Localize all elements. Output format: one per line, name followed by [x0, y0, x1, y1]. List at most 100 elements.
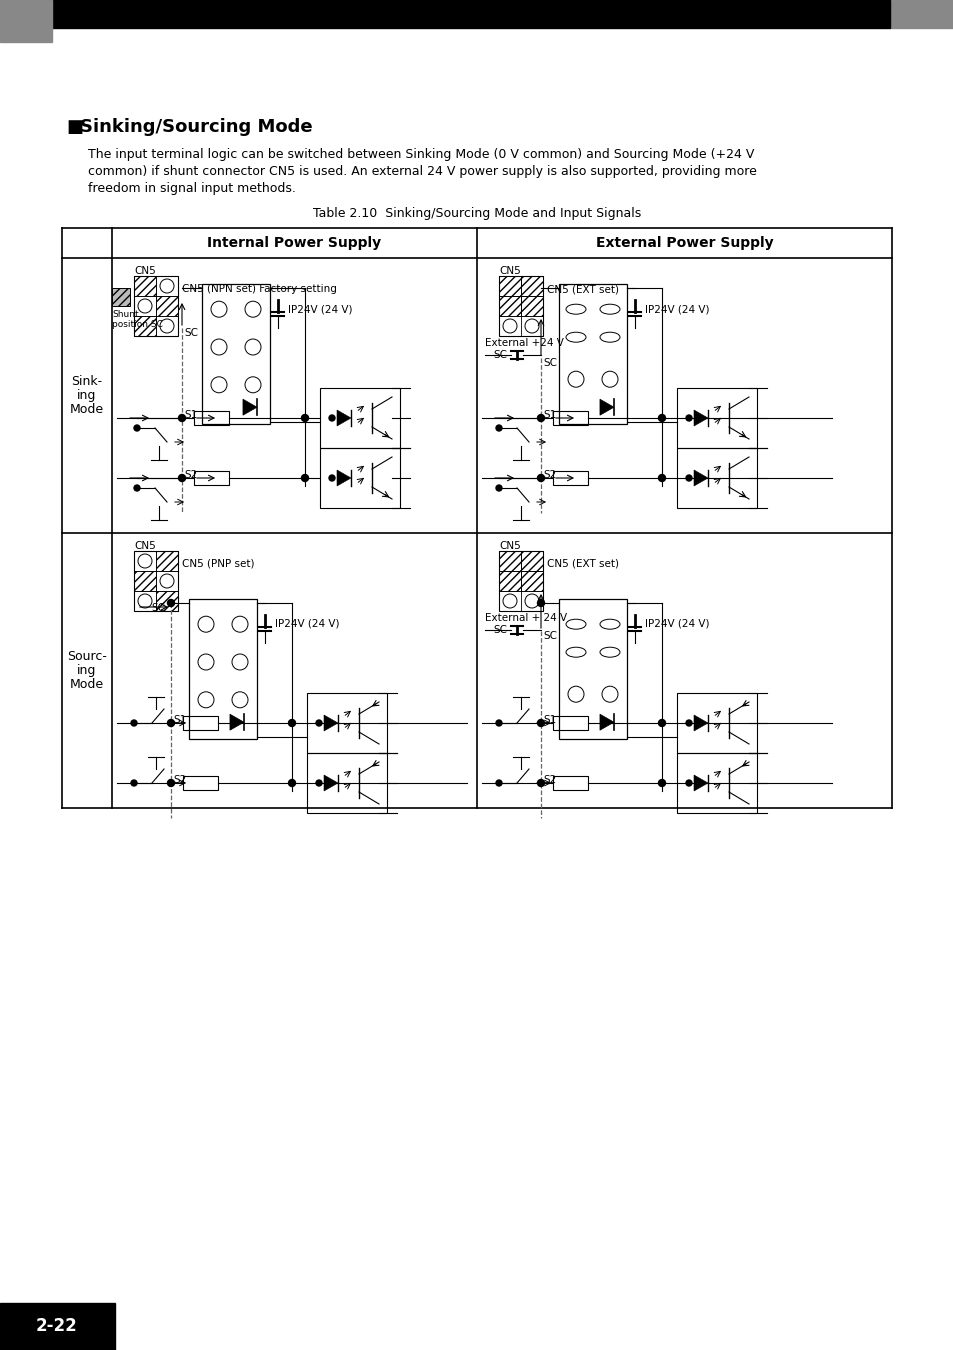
Text: Sinking/Sourcing Mode: Sinking/Sourcing Mode — [80, 117, 313, 136]
Text: Mode: Mode — [70, 404, 104, 416]
Text: Mode: Mode — [70, 678, 104, 691]
Text: S1: S1 — [542, 716, 556, 725]
Text: position SC: position SC — [112, 320, 163, 329]
Text: S1: S1 — [542, 410, 556, 420]
Text: IP24V (24 V): IP24V (24 V) — [274, 620, 339, 629]
Text: S2: S2 — [172, 775, 186, 784]
Bar — [319, 448, 399, 508]
Text: S2: S2 — [542, 775, 556, 784]
Circle shape — [168, 779, 174, 787]
Bar — [558, 599, 626, 738]
Circle shape — [537, 779, 544, 787]
Circle shape — [658, 414, 665, 421]
Bar — [156, 551, 178, 571]
Bar — [553, 776, 587, 790]
Text: External +24 V: External +24 V — [484, 338, 563, 348]
Text: ing: ing — [77, 664, 96, 676]
Circle shape — [658, 779, 665, 787]
Bar — [677, 753, 757, 813]
Text: ing: ing — [77, 389, 96, 402]
Bar — [498, 275, 542, 336]
Polygon shape — [693, 410, 707, 427]
Circle shape — [658, 720, 665, 726]
Bar — [0, 0, 52, 42]
Bar — [677, 693, 757, 753]
Circle shape — [133, 425, 140, 431]
Circle shape — [315, 720, 322, 726]
Polygon shape — [243, 400, 256, 416]
Circle shape — [496, 720, 501, 726]
Text: IP24V (24 V): IP24V (24 V) — [644, 620, 709, 629]
Text: External + 24 V: External + 24 V — [484, 613, 566, 622]
Text: SC: SC — [542, 358, 557, 369]
Text: CN5 (NPN set) Factory setting: CN5 (NPN set) Factory setting — [182, 284, 336, 294]
Text: SC: SC — [493, 350, 506, 360]
Bar — [520, 551, 542, 571]
Circle shape — [537, 414, 544, 421]
Circle shape — [168, 720, 174, 726]
Circle shape — [537, 474, 544, 482]
Text: S2: S2 — [184, 470, 197, 481]
Circle shape — [329, 475, 335, 481]
Text: SC: SC — [493, 625, 506, 634]
Text: SC: SC — [542, 630, 557, 641]
Polygon shape — [599, 714, 614, 730]
Bar — [520, 275, 542, 296]
Bar — [889, 0, 953, 28]
Circle shape — [496, 485, 501, 491]
Text: Sourc-: Sourc- — [67, 649, 107, 663]
Bar — [156, 296, 178, 316]
Bar — [498, 275, 520, 296]
Text: CN5: CN5 — [133, 266, 155, 275]
Bar — [307, 753, 387, 813]
Text: S1: S1 — [172, 716, 186, 725]
Bar — [520, 296, 542, 316]
Bar — [189, 599, 256, 738]
Circle shape — [496, 780, 501, 786]
Polygon shape — [693, 775, 707, 791]
Text: External Power Supply: External Power Supply — [595, 236, 773, 250]
Text: IP24V (24 V): IP24V (24 V) — [288, 304, 352, 315]
Bar — [498, 571, 520, 591]
Bar — [133, 551, 178, 612]
Text: CN5: CN5 — [133, 541, 155, 551]
Text: 2-22: 2-22 — [36, 1318, 78, 1335]
Circle shape — [288, 779, 295, 787]
Circle shape — [496, 425, 501, 431]
Circle shape — [131, 780, 137, 786]
Text: CN5: CN5 — [498, 541, 520, 551]
Circle shape — [178, 414, 185, 421]
Polygon shape — [336, 410, 351, 427]
Polygon shape — [693, 716, 707, 730]
Circle shape — [537, 720, 544, 726]
Circle shape — [685, 414, 691, 421]
Bar — [133, 316, 156, 336]
Circle shape — [658, 474, 665, 482]
Bar — [677, 448, 757, 508]
Circle shape — [685, 475, 691, 481]
Text: Internal Power Supply: Internal Power Supply — [207, 236, 381, 250]
Bar — [156, 591, 178, 612]
Bar — [319, 387, 399, 448]
Circle shape — [301, 474, 308, 482]
Circle shape — [131, 720, 137, 726]
Bar — [307, 693, 387, 753]
Polygon shape — [336, 470, 351, 486]
Circle shape — [288, 720, 295, 726]
Text: CN5 (EXT set): CN5 (EXT set) — [546, 284, 618, 294]
Bar — [112, 288, 130, 306]
Bar — [553, 410, 587, 425]
Bar — [183, 716, 218, 730]
Text: freedom in signal input methods.: freedom in signal input methods. — [88, 182, 295, 194]
Bar — [133, 275, 178, 336]
Polygon shape — [599, 400, 614, 416]
Text: Sink-: Sink- — [71, 375, 103, 387]
Bar — [498, 551, 520, 571]
Bar — [553, 716, 587, 730]
Circle shape — [315, 780, 322, 786]
Polygon shape — [324, 775, 337, 791]
Text: IP24V (24 V): IP24V (24 V) — [644, 304, 709, 315]
Text: ■: ■ — [66, 117, 83, 136]
Bar — [498, 551, 542, 612]
Circle shape — [537, 599, 544, 606]
